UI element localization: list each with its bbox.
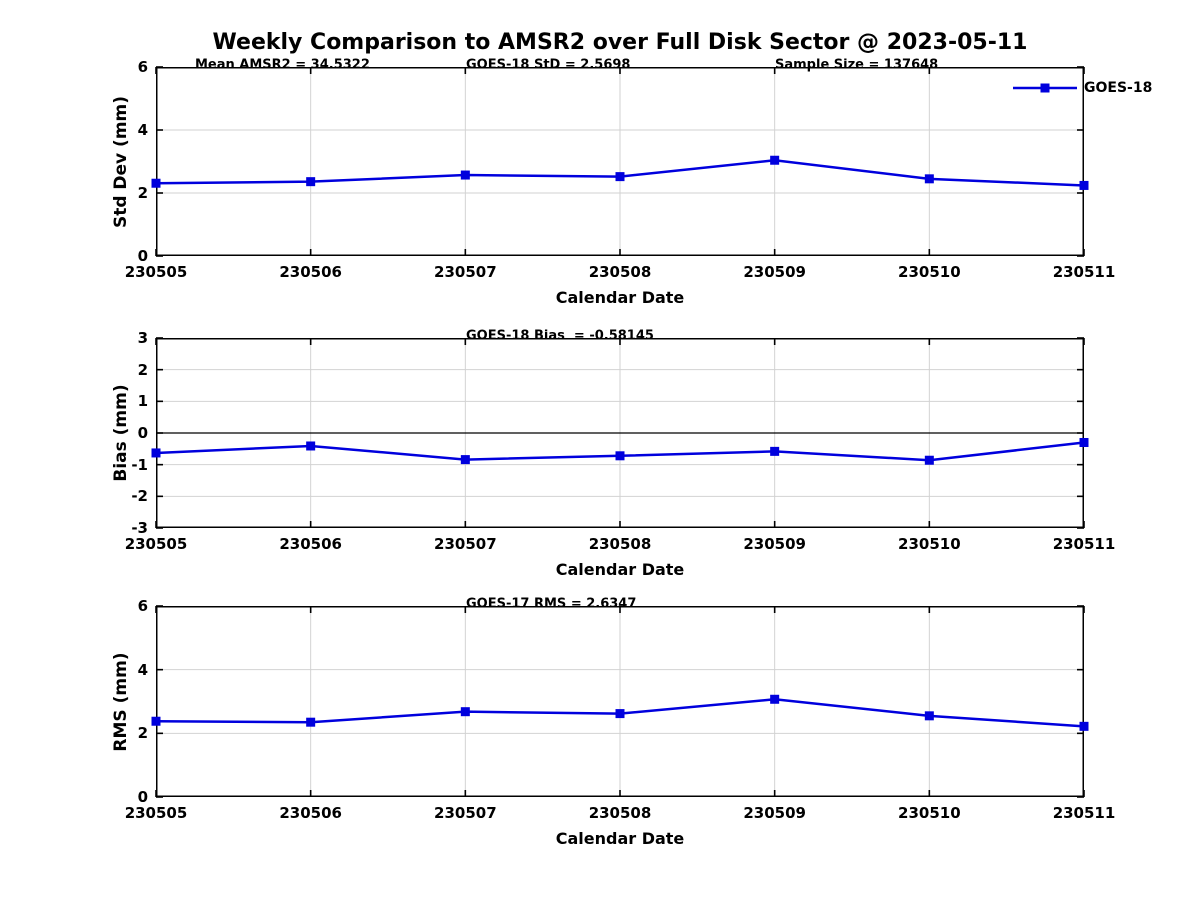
- y-tick-label: 3: [137, 329, 148, 347]
- x-tick-label: 230509: [743, 263, 806, 281]
- data-point-marker: [615, 451, 625, 461]
- data-point-marker: [1079, 180, 1089, 190]
- y-tick-label: 4: [137, 121, 148, 139]
- y-tick-label: 6: [137, 597, 148, 615]
- line-chart-svg: [151, 66, 1089, 257]
- axes-border: [156, 606, 1084, 797]
- y-tick-label: 0: [137, 247, 148, 265]
- x-tick-label: 230511: [1052, 263, 1116, 281]
- data-point-marker: [924, 711, 934, 721]
- x-tick-label: 230505: [124, 263, 188, 281]
- legend: GOES-18: [1013, 80, 1152, 96]
- data-point-marker: [460, 455, 470, 465]
- legend-marker-icon: [1040, 83, 1050, 93]
- x-tick-label: 230509: [743, 535, 806, 553]
- x-tick-label: 230506: [279, 263, 342, 281]
- line-chart-svg: [151, 605, 1089, 798]
- y-tick-label: 1: [137, 392, 148, 411]
- x-tick-label: 230510: [898, 535, 961, 553]
- chart-title: Weekly Comparison to AMSR2 over Full Dis…: [212, 30, 1028, 55]
- x-axis-label: Calendar Date: [555, 829, 685, 848]
- x-tick-label: 230506: [279, 535, 342, 553]
- data-point-marker: [924, 174, 934, 184]
- y-tick-label: 2: [137, 184, 148, 202]
- x-tick-label: 230505: [124, 535, 188, 553]
- stat-annotation: Mean AMSR2 = 34.5322: [195, 57, 370, 73]
- legend-line-sample: [1013, 83, 1077, 93]
- legend-label: GOES-18: [1084, 80, 1153, 96]
- axes-border: [156, 338, 1084, 528]
- y-tick-label: 2: [137, 360, 148, 379]
- y-tick-label: -2: [131, 487, 148, 506]
- x-tick-label: 230507: [434, 804, 497, 822]
- y-tick-label: 4: [137, 660, 148, 679]
- x-tick-label: 230508: [588, 535, 652, 553]
- stat-annotation: GOES-18 StD = 2.5698: [466, 57, 631, 73]
- plot-area: GOES-17 RMS = 2.6347 230505 230506 230507 23…: [125, 597, 1116, 823]
- data-point-marker: [306, 441, 316, 451]
- x-tick-label: 230507: [434, 535, 497, 553]
- data-point-marker: [460, 707, 470, 717]
- y-tick-label: -1: [131, 455, 148, 474]
- y-axis-label: Std Dev (mm): [111, 95, 131, 228]
- data-point-marker: [306, 717, 316, 727]
- x-tick-label: 230508: [588, 804, 652, 822]
- x-tick-label: 230505: [124, 804, 188, 822]
- data-point-marker: [615, 172, 625, 182]
- x-tick-label: 230510: [898, 804, 961, 822]
- data-point-marker: [770, 446, 780, 456]
- y-tick-label: 6: [137, 58, 148, 76]
- data-point-marker: [151, 716, 161, 726]
- x-axis-label: Calendar Date: [555, 560, 685, 579]
- y-tick-label: 2: [137, 724, 148, 743]
- line-chart-svg: [151, 337, 1089, 529]
- x-tick-label: 230507: [434, 263, 497, 281]
- x-tick-label: 230511: [1052, 535, 1116, 553]
- data-point-marker: [151, 178, 161, 188]
- x-tick-label: 230508: [588, 263, 652, 281]
- plot-area: GOES-18 Bias = -0.58145 230505 230506 23050…: [125, 329, 1116, 554]
- stat-annotation: Sample Size = 137648: [775, 57, 939, 73]
- y-tick-label: 0: [137, 424, 148, 442]
- stat-annotation: GOES-17 RMS = 2.6347: [466, 596, 637, 612]
- y-tick-label: 0: [137, 788, 148, 806]
- x-tick-label: 230509: [743, 804, 806, 822]
- data-point-marker: [615, 709, 625, 719]
- data-point-marker: [1079, 438, 1089, 447]
- data-point-marker: [770, 694, 780, 704]
- data-point-marker: [460, 170, 470, 180]
- plot-area: Mean AMSR2 = 34.5322 GOES-18 StD = 2.5698…: [125, 58, 1116, 282]
- x-axis-label: Calendar Date: [555, 288, 685, 307]
- data-point-marker: [1079, 721, 1089, 731]
- x-tick-label: 230510: [898, 263, 961, 281]
- stat-annotation: GOES-18 Bias = -0.58145: [466, 328, 654, 344]
- x-tick-label: 230511: [1052, 804, 1116, 822]
- data-point-marker: [151, 448, 161, 458]
- data-point-marker: [924, 455, 934, 465]
- data-point-marker: [770, 155, 780, 165]
- axes-border: [156, 67, 1084, 256]
- x-tick-label: 230506: [279, 804, 342, 822]
- data-point-marker: [306, 177, 316, 187]
- y-tick-label: -3: [131, 519, 148, 537]
